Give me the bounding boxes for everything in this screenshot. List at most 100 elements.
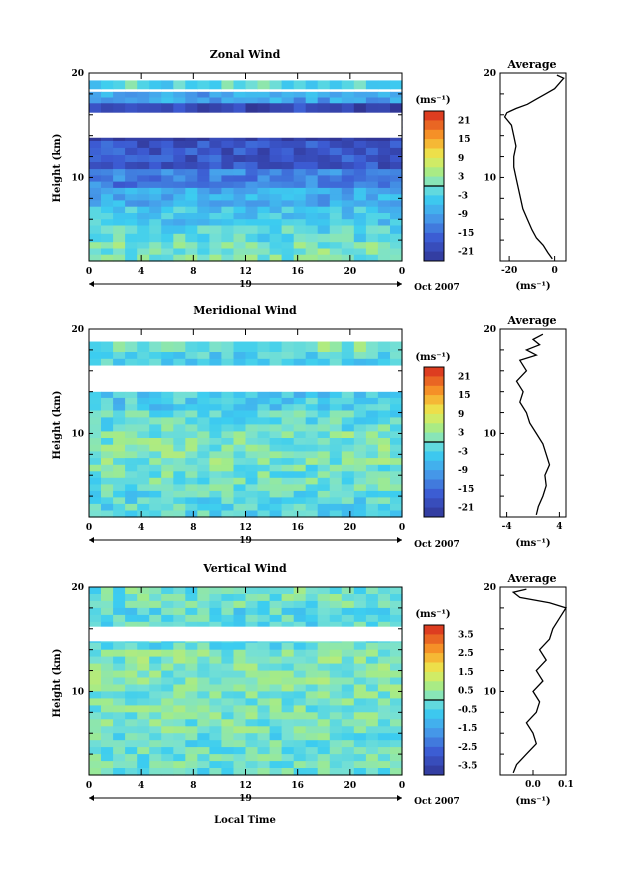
heatmap-cell	[149, 187, 162, 195]
heatmap-cell	[89, 705, 102, 713]
heatmap-cell	[281, 510, 295, 518]
heatmap-cell	[390, 698, 403, 706]
heatmap-cell	[390, 248, 403, 256]
heatmap-cell	[233, 225, 247, 235]
heatmap-cell	[161, 424, 174, 432]
heatmap-cell	[257, 726, 271, 734]
heatmap-cell	[113, 607, 126, 616]
heatmap-cell	[390, 761, 403, 769]
heatmap-cell	[125, 497, 138, 505]
heatmap-cell	[185, 424, 198, 432]
heatmap-cell	[281, 497, 295, 505]
heatmap-cell	[149, 155, 162, 163]
heatmap-cell	[377, 642, 391, 651]
heatmap-cell	[377, 444, 391, 452]
heatmap-cell	[305, 438, 319, 446]
heatmap-cell	[353, 175, 367, 183]
heatmap-cell	[101, 181, 114, 189]
heatmap-cell	[317, 726, 331, 734]
heatmap-cell	[113, 621, 126, 630]
heatmap-cell	[329, 642, 343, 651]
profile-title: Average	[506, 572, 556, 585]
heatmap-cell	[377, 187, 391, 195]
heatmap-cell	[293, 219, 307, 227]
heatmap-cell	[113, 642, 126, 651]
heatmap-cell	[221, 484, 234, 492]
heatmap-cell	[233, 358, 247, 367]
heatmap-cell	[89, 169, 102, 176]
heatmap-cell	[377, 140, 391, 149]
heatmap-cell	[197, 600, 210, 609]
heatmap-cell	[209, 431, 222, 439]
heatmap-cell	[341, 438, 355, 446]
heatmap-cell	[269, 254, 283, 262]
heatmap-cell	[257, 410, 271, 419]
heatmap-cell	[113, 649, 126, 658]
heatmap-cell	[377, 484, 391, 492]
heatmap-cell	[377, 510, 391, 518]
profile-frame	[499, 328, 567, 518]
heatmap-cell	[257, 225, 271, 235]
heatmap-cell	[317, 225, 331, 235]
heatmap-cell	[329, 175, 343, 183]
heatmap-cell	[281, 341, 295, 353]
heatmap-cell	[317, 233, 331, 243]
heatmap-cell	[173, 206, 186, 214]
heatmap-cell	[269, 162, 283, 170]
heatmap-cell	[341, 747, 355, 755]
heatmap-cell	[365, 740, 379, 748]
heatmap-cell	[305, 649, 319, 658]
heatmap-cell	[185, 233, 198, 243]
heatmap-cell	[185, 438, 198, 446]
heatmap-cell	[101, 233, 114, 243]
heatmap-cell	[341, 670, 355, 679]
heatmap-cell	[113, 684, 126, 693]
heatmap-cell	[113, 242, 126, 250]
heatmap-cell	[281, 614, 295, 623]
heatmap-cell	[281, 677, 295, 686]
heatmap-cell	[245, 510, 259, 518]
heatmap-cell	[173, 91, 186, 99]
heatmap-cell	[221, 175, 234, 183]
heatmap-cell	[269, 607, 283, 616]
heatmap-cell	[197, 471, 210, 479]
heatmap-cell	[281, 91, 295, 99]
heatmap-cell	[329, 162, 343, 170]
heatmap-cell	[125, 97, 138, 104]
heatmap-cell	[281, 424, 295, 432]
profile-y-tick-label: 20	[483, 69, 496, 79]
heatmap-cell	[149, 341, 162, 353]
heatmap-cell	[317, 417, 331, 425]
heatmap-cell	[365, 621, 379, 630]
heatmap-cell	[137, 200, 150, 208]
heatmap-cell	[173, 424, 186, 432]
heatmap-cell	[245, 358, 259, 367]
heatmap-cell	[305, 503, 319, 511]
heatmap-cell	[173, 155, 186, 163]
heatmap-cell	[137, 219, 150, 227]
profile-frame	[499, 72, 567, 262]
heatmap-cell	[329, 497, 343, 505]
heatmap-cell	[281, 712, 295, 720]
heatmap-cell	[377, 768, 391, 776]
heatmap-cell	[365, 80, 379, 90]
heatmap-cell	[185, 684, 198, 693]
heatmap-cell	[305, 404, 319, 412]
heatmap-cell	[137, 80, 150, 90]
heatmap-cell	[209, 458, 222, 466]
heatmap-cell	[390, 726, 403, 734]
heatmap-cell	[390, 417, 403, 425]
heatmap-cell	[185, 444, 198, 452]
heatmap-cell	[197, 451, 210, 459]
heatmap-cell	[257, 181, 271, 189]
heatmap-cell	[305, 484, 319, 492]
heatmap-cell	[197, 181, 210, 189]
heatmap-cell	[149, 451, 162, 459]
heatmap-cell	[221, 712, 234, 720]
heatmap-cell	[113, 103, 126, 114]
heatmap-cell	[233, 97, 247, 104]
heatmap-cell	[377, 649, 391, 658]
heatmap-cell	[245, 206, 259, 214]
heatmap-cell	[305, 698, 319, 706]
heatmap-cell	[377, 719, 391, 727]
